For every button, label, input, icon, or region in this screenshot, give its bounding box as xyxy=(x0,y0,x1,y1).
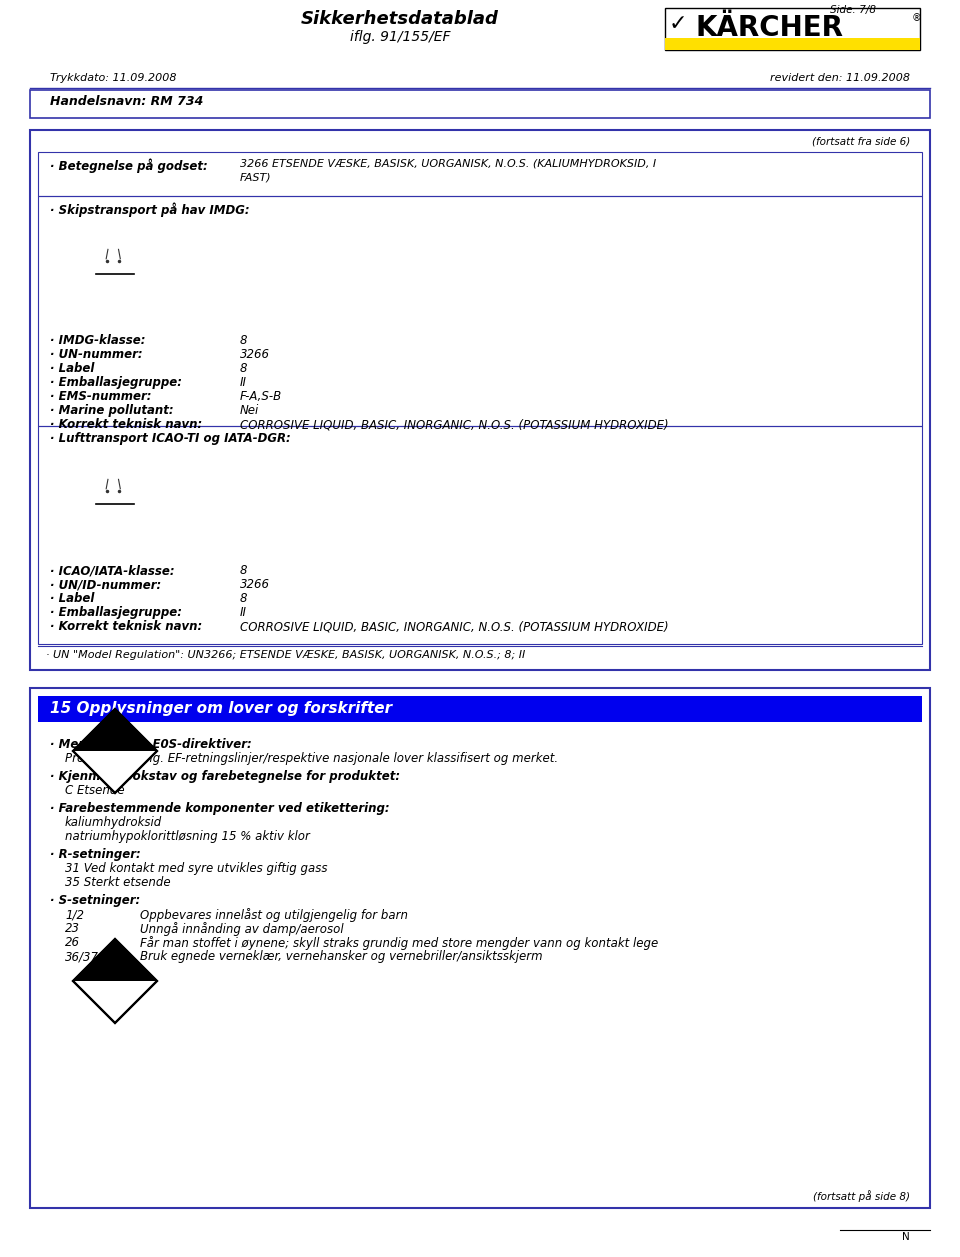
Text: · ICAO/IATA-klasse:: · ICAO/IATA-klasse: xyxy=(50,564,175,577)
Text: Nei: Nei xyxy=(240,403,259,417)
Polygon shape xyxy=(73,709,157,793)
Text: N: N xyxy=(902,1232,910,1242)
Polygon shape xyxy=(73,709,157,750)
Text: 8: 8 xyxy=(111,299,119,309)
Bar xyxy=(665,8,920,50)
Text: F-A,S-B: F-A,S-B xyxy=(240,390,282,403)
Text: Side: 7/8: Side: 7/8 xyxy=(830,5,876,15)
Bar xyxy=(665,38,920,50)
Text: · Emballasjegruppe:: · Emballasjegruppe: xyxy=(50,376,182,388)
Text: · Korrekt teknisk navn:: · Korrekt teknisk navn: xyxy=(50,620,203,634)
Text: CORROSIVE LIQUID, BASIC, INORGANIC, N.O.S. (POTASSIUM HYDROXIDE): CORROSIVE LIQUID, BASIC, INORGANIC, N.O.… xyxy=(240,620,668,634)
Text: revidert den: 11.09.2008: revidert den: 11.09.2008 xyxy=(770,73,910,83)
Text: 15 Opplysninger om lover og forskrifter: 15 Opplysninger om lover og forskrifter xyxy=(50,701,392,716)
Text: ✓: ✓ xyxy=(669,14,687,34)
Text: 35 Sterkt etsende: 35 Sterkt etsende xyxy=(65,876,171,889)
Text: II: II xyxy=(240,376,247,388)
Text: · Label: · Label xyxy=(50,362,94,375)
Text: · EMS-nummer:: · EMS-nummer: xyxy=(50,390,152,403)
Text: 26: 26 xyxy=(65,936,80,949)
Text: 8: 8 xyxy=(111,529,119,539)
Text: 36/37/39: 36/37/39 xyxy=(65,950,118,963)
Text: Sikkerhetsdatablad: Sikkerhetsdatablad xyxy=(301,10,499,28)
Text: · Marine pollutant:: · Marine pollutant: xyxy=(50,403,174,417)
Text: 1/2: 1/2 xyxy=(65,908,84,921)
Text: · Betegnelse på godset:: · Betegnelse på godset: xyxy=(50,158,207,172)
Text: (fortsatt på side 8): (fortsatt på side 8) xyxy=(813,1190,910,1202)
Text: · Farebestemmende komponenter ved etikettering:: · Farebestemmende komponenter ved etiket… xyxy=(50,802,390,815)
Text: CORROSIVE LIQUID, BASIC, INORGANIC, N.O.S. (POTASSIUM HYDROXIDE): CORROSIVE LIQUID, BASIC, INORGANIC, N.O.… xyxy=(240,419,668,431)
Text: 8: 8 xyxy=(240,592,248,605)
Bar xyxy=(38,152,922,196)
Text: · R-setninger:: · R-setninger: xyxy=(50,848,141,861)
Text: · UN/ID-nummer:: · UN/ID-nummer: xyxy=(50,578,161,591)
Text: · S-setninger:: · S-setninger: xyxy=(50,894,140,908)
Text: natriumhypoklorittløsning 15 % aktiv klor: natriumhypoklorittløsning 15 % aktiv klo… xyxy=(65,830,310,843)
Text: ®: ® xyxy=(912,13,922,23)
Polygon shape xyxy=(73,939,157,980)
Text: iflg. 91/155/EF: iflg. 91/155/EF xyxy=(349,30,450,44)
Text: · IMDG-klasse:: · IMDG-klasse: xyxy=(50,334,146,347)
Bar xyxy=(38,426,922,644)
Text: · Korrekt teknisk navn:: · Korrekt teknisk navn: xyxy=(50,419,203,431)
Text: · UN-nummer:: · UN-nummer: xyxy=(50,348,143,361)
Text: · Kjenningsbokstav og farebetegnelse for produktet:: · Kjenningsbokstav og farebetegnelse for… xyxy=(50,771,400,783)
Text: · Skipstransport på hav IMDG:: · Skipstransport på hav IMDG: xyxy=(50,202,250,216)
Text: Oppbevares innelåst og utilgjengelig for barn: Oppbevares innelåst og utilgjengelig for… xyxy=(140,908,408,921)
Text: · Lufttransport ICAO-TI og IATA-DGR:: · Lufttransport ICAO-TI og IATA-DGR: xyxy=(50,432,291,445)
Text: (fortsatt fra side 6): (fortsatt fra side 6) xyxy=(812,136,910,146)
Text: Handelsnavn: RM 734: Handelsnavn: RM 734 xyxy=(50,96,204,108)
Bar xyxy=(30,688,930,1208)
Text: 8: 8 xyxy=(240,564,248,577)
Text: 3266: 3266 xyxy=(240,348,270,361)
Text: 23: 23 xyxy=(65,921,80,935)
Text: FAST): FAST) xyxy=(240,172,272,182)
Text: kaliumhydroksid: kaliumhydroksid xyxy=(65,816,162,830)
Text: · UN "Model Regulation": UN3266; ETSENDE VÆSKE, BASISK, UORGANISK, N.O.S.; 8; II: · UN "Model Regulation": UN3266; ETSENDE… xyxy=(46,650,525,660)
Text: Får man stoffet i øynene; skyll straks grundig med store mengder vann og kontakt: Får man stoffet i øynene; skyll straks g… xyxy=(140,936,659,950)
Text: Produktet er iflg. EF-retningslinjer/respektive nasjonale lover klassifisert og : Produktet er iflg. EF-retningslinjer/res… xyxy=(65,752,558,766)
Text: C Etsende: C Etsende xyxy=(65,784,125,797)
Text: II: II xyxy=(240,606,247,618)
Text: 8: 8 xyxy=(240,362,248,375)
Bar xyxy=(38,196,922,426)
Text: · Label: · Label xyxy=(50,592,94,605)
Text: · Merking i.h.t. E0S-direktiver:: · Merking i.h.t. E0S-direktiver: xyxy=(50,738,252,750)
Text: 8: 8 xyxy=(240,334,248,347)
Text: KÄRCHER: KÄRCHER xyxy=(695,14,843,41)
Bar xyxy=(38,696,922,722)
Text: · Emballasjegruppe:: · Emballasjegruppe: xyxy=(50,606,182,618)
Text: 3266: 3266 xyxy=(240,578,270,591)
Text: Bruk egnede verneklær, vernehansker og vernebriller/ansiktsskjerm: Bruk egnede verneklær, vernehansker og v… xyxy=(140,950,542,963)
Bar xyxy=(30,91,930,118)
Text: 31 Ved kontakt med syre utvikles giftig gass: 31 Ved kontakt med syre utvikles giftig … xyxy=(65,862,327,875)
Polygon shape xyxy=(73,939,157,1023)
Text: Unngå innånding av damp/aerosol: Unngå innånding av damp/aerosol xyxy=(140,921,344,936)
Bar xyxy=(30,129,930,670)
Text: 3266 ETSENDE VÆSKE, BASISK, UORGANISK, N.O.S. (KALIUMHYDROKSID, I: 3266 ETSENDE VÆSKE, BASISK, UORGANISK, N… xyxy=(240,158,656,168)
Text: Trykkdato: 11.09.2008: Trykkdato: 11.09.2008 xyxy=(50,73,177,83)
